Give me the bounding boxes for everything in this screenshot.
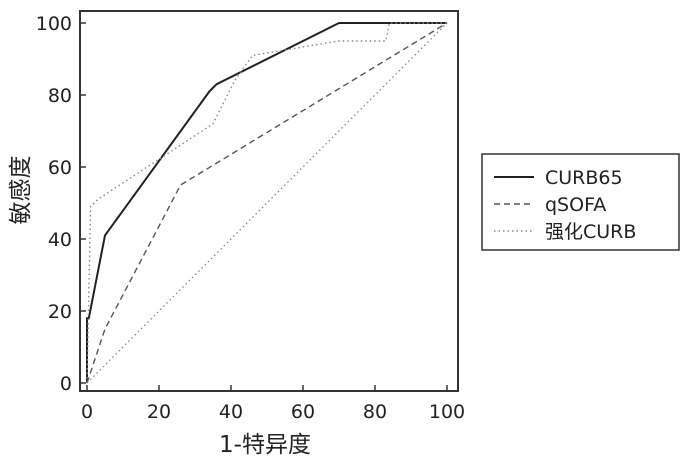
series-line-enhanced-curb <box>86 22 447 384</box>
x-tick-label: 60 <box>291 401 315 423</box>
y-axis-ticks: 0 20 40 60 80 100 <box>36 13 86 395</box>
legend-label-curb65: CURB65 <box>545 167 623 189</box>
y-tick-label: 20 <box>48 301 72 323</box>
x-tick-label: 100 <box>429 401 465 423</box>
y-tick-label: 100 <box>36 13 72 35</box>
y-tick-label: 80 <box>48 85 72 107</box>
y-axis-title: 敏感度 <box>8 156 34 225</box>
y-tick-label: 0 <box>60 373 72 395</box>
plot-marks <box>86 22 448 384</box>
plot-frame <box>79 10 459 392</box>
legend: CURB65 qSOFA 强化CURB <box>481 153 680 251</box>
x-axis-title: 1-特异度 <box>219 432 311 458</box>
legend-box <box>481 153 680 251</box>
y-tick-label: 60 <box>48 157 72 179</box>
series-line-qsofa <box>86 22 448 384</box>
x-tick-label: 80 <box>363 401 387 423</box>
x-tick-label: 0 <box>81 401 93 423</box>
reference-diagonal-line <box>86 22 448 384</box>
x-axis-ticks: 0 20 40 60 80 100 <box>81 385 465 423</box>
legend-label-qsofa: qSOFA <box>545 194 606 216</box>
x-tick-label: 20 <box>147 401 171 423</box>
series-line-curb65 <box>86 22 447 383</box>
y-tick-label: 40 <box>48 229 72 251</box>
x-tick-label: 40 <box>219 401 243 423</box>
legend-label-enhanced-curb: 强化CURB <box>545 221 636 243</box>
